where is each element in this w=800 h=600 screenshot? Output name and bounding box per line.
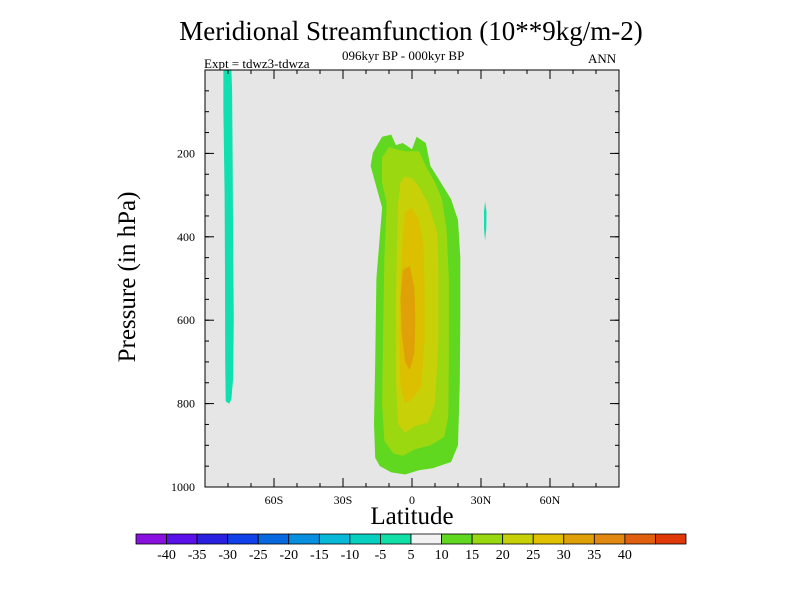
colorbar-box — [257, 533, 290, 545]
colorbar-box — [532, 533, 565, 545]
colorbar-label: 25 — [526, 548, 540, 563]
chart-title: Meridional Streamfunction (10**9kg/m-2) — [179, 16, 643, 46]
chart-subtitle: 096kyr BP - 000kyr BP — [342, 48, 465, 63]
colorbar-box — [288, 533, 320, 545]
tick-layer: 60S 30S 0 30N 60N 200 400 600 800 1000 — [171, 70, 619, 507]
colorbar-box — [349, 533, 381, 545]
colorbar-box — [135, 533, 167, 545]
colorbar-label: 20 — [496, 548, 510, 563]
x-axis-label: Latitude — [370, 503, 454, 530]
colorbar-label: 35 — [587, 548, 601, 563]
colorbar-box — [196, 533, 229, 545]
colorbar-label: 5 — [408, 548, 415, 563]
colorbar-label: -5 — [375, 548, 387, 563]
y-tick-label: 1000 — [171, 480, 195, 494]
colorbar-label: 10 — [435, 548, 449, 563]
colorbar-box — [227, 533, 259, 545]
x-tick-label: 0 — [409, 493, 415, 507]
colorbar-label: -10 — [341, 548, 360, 563]
x-tick-label: 60N — [540, 493, 561, 507]
colorbar-label: -20 — [279, 548, 298, 563]
colorbar-box — [441, 533, 473, 545]
colorbar-box — [471, 533, 504, 545]
colorbar-label: -35 — [188, 548, 207, 563]
colorbar-label: -40 — [157, 548, 176, 563]
colorbar-label: -25 — [249, 548, 268, 563]
x-tick-label: 30S — [334, 493, 353, 507]
colorbar-box — [502, 533, 534, 545]
y-tick-label: 200 — [177, 146, 195, 160]
colorbar-box — [380, 533, 412, 545]
y-tick-label: 800 — [177, 397, 195, 411]
x-tick-label: 30N — [471, 493, 492, 507]
colorbar: -40 -35 -30 -25 -20 -15 -10 -5 5 10 15 20 25 30 35 40 — [135, 533, 687, 563]
colorbar-label: -30 — [218, 548, 237, 563]
contour-region-1 — [484, 201, 487, 241]
colorbar-label: 30 — [557, 548, 571, 563]
contour-region-6 — [400, 266, 416, 371]
y-tick-label: 600 — [177, 313, 195, 327]
colorbar-box — [318, 533, 351, 545]
colorbar-label: 15 — [465, 548, 479, 563]
colorbar-label: 40 — [618, 548, 632, 563]
contour-layer — [223, 70, 487, 475]
contour-region-0 — [223, 70, 234, 404]
colorbar-box — [166, 533, 198, 545]
y-tick-label: 400 — [177, 230, 195, 244]
colorbar-label: -15 — [310, 548, 329, 563]
colorbar-box — [593, 533, 626, 545]
colorbar-box — [410, 533, 442, 545]
colorbar-box — [624, 533, 656, 545]
x-tick-label: 60S — [265, 493, 284, 507]
colorbar-box — [655, 533, 687, 545]
experiment-label: Expt = tdwz3-tdwza — [204, 56, 310, 71]
colorbar-box — [563, 533, 595, 545]
season-label: ANN — [588, 51, 617, 66]
